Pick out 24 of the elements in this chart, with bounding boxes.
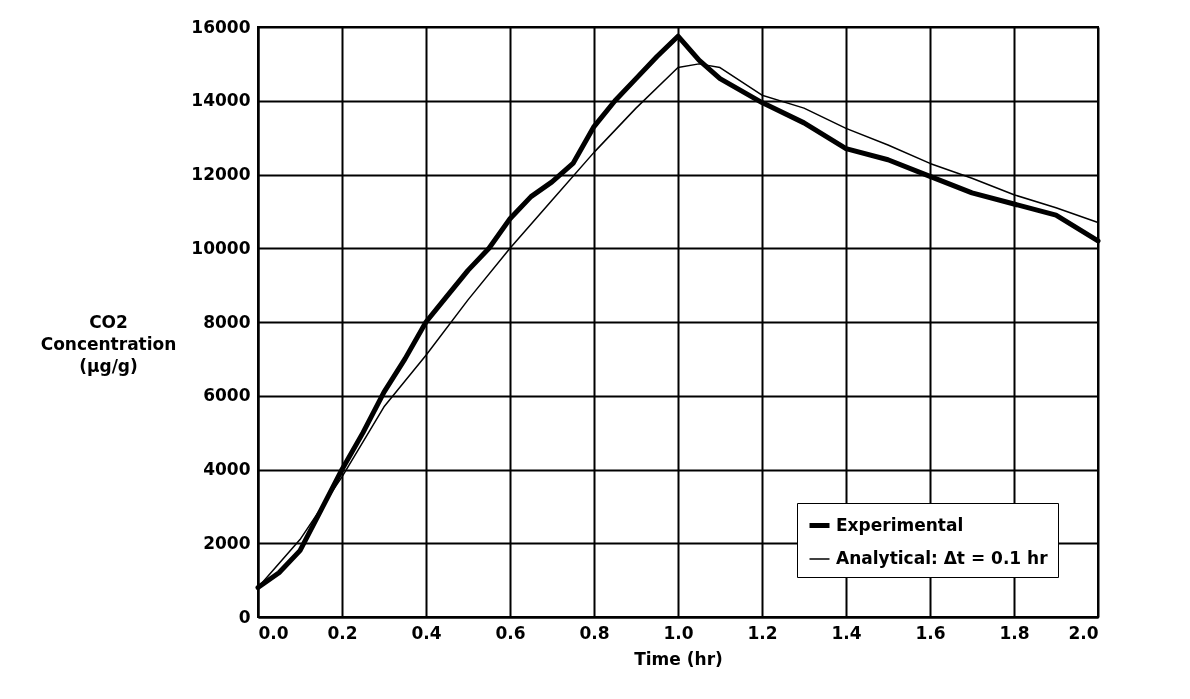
y-tick-label: 0	[238, 606, 251, 627]
legend-label: Experimental	[836, 514, 964, 535]
x-tick-label: 1.4	[831, 622, 862, 643]
x-tick-label: 1.0	[663, 622, 694, 643]
y-tick-label: 12000	[191, 164, 251, 184]
x-tick-label: 0.0	[258, 622, 289, 643]
x-tick-label: 1.6	[915, 622, 946, 643]
y-tick-label: 10000	[191, 237, 251, 258]
x-tick-label: 0.4	[411, 622, 442, 643]
y-tick-label: 8000	[203, 311, 251, 332]
x-tick-label: 1.8	[999, 622, 1030, 643]
y-tick-label: 2000	[203, 532, 251, 553]
x-tick-label: 1.2	[747, 622, 778, 643]
y-axis-title: CO2 Concentration (µg/g)	[40, 311, 177, 376]
x-tick-label: 2.0	[1068, 622, 1099, 643]
x-tick-label: 0.8	[579, 622, 610, 643]
y-tick-label: 14000	[191, 90, 251, 111]
y-tick-label: 4000	[203, 459, 251, 479]
legend-label: Analytical: Δt = 0.1 hr	[836, 548, 1049, 568]
y-tick-label: 16000	[191, 16, 251, 37]
x-tick-label: 0.2	[327, 622, 358, 643]
x-axis-title: Time (hr)	[634, 648, 723, 669]
y-tick-label: 6000	[203, 385, 251, 406]
x-tick-label: 0.6	[495, 622, 526, 643]
